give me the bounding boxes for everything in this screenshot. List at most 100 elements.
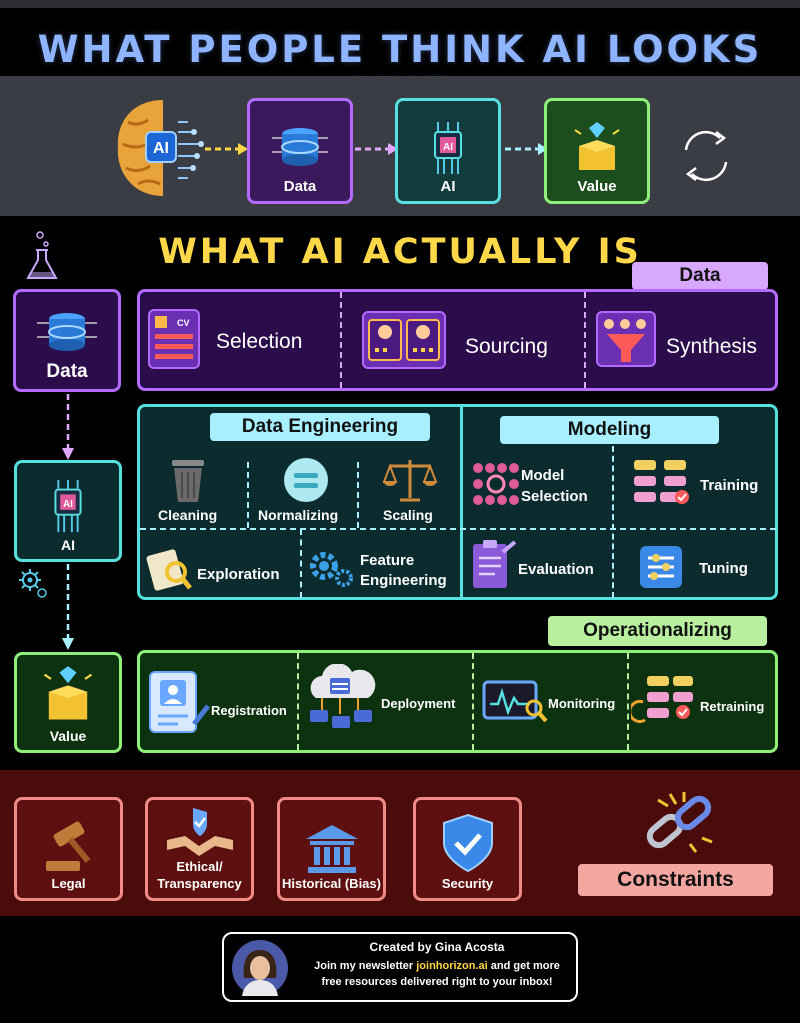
flask-icon xyxy=(26,231,58,279)
data-item-sourcing: Sourcing xyxy=(465,335,548,358)
perception-value-card: Value xyxy=(544,98,650,204)
left-value-card: Value xyxy=(14,652,122,753)
gavel-icon xyxy=(45,821,90,871)
constraint-ethical-card: Ethical/ Transparency xyxy=(145,797,254,901)
constraint-legal-card: Legal xyxy=(14,797,123,901)
workflow-icon xyxy=(634,460,689,504)
eng-item-scaling: Scaling xyxy=(383,507,433,523)
footer-line1-post: and get more xyxy=(487,960,560,972)
treasure-box-icon xyxy=(574,122,620,170)
perception-ai-card: AI AI xyxy=(395,98,501,204)
eng-item-feature-engineering: Feature Engineering xyxy=(360,552,447,589)
funnel-icon xyxy=(596,311,656,367)
cycle-icon xyxy=(684,130,728,182)
footer-line2: free resources delivered right to your i… xyxy=(321,976,553,988)
left-value-label: Value xyxy=(49,728,87,744)
newsletter-link[interactable]: joinhorizon.ai xyxy=(416,960,488,972)
divider xyxy=(340,292,342,388)
model-selection-icon xyxy=(473,463,519,505)
data-item-synthesis: Synthesis xyxy=(666,335,758,358)
divider xyxy=(627,653,629,750)
trash-icon xyxy=(172,460,204,502)
monitor-icon xyxy=(482,680,548,723)
mod-item-evaluation: Evaluation xyxy=(518,561,594,578)
registration-icon xyxy=(149,671,210,733)
treasure-box-icon xyxy=(43,666,93,720)
data-item-selection: Selection xyxy=(216,330,303,353)
constraint-ethical-label: Ethical/ Transparency xyxy=(157,859,242,891)
shield-check-icon xyxy=(442,813,493,873)
ops-item-retraining: Retraining xyxy=(700,699,765,714)
perception-step-value-label: Value xyxy=(577,178,617,195)
perception-step-data-label: Data xyxy=(283,178,317,195)
gears-icon xyxy=(310,552,353,587)
top-strip xyxy=(0,0,800,8)
left-data-label: Data xyxy=(46,361,88,382)
perception-step-ai-label: AI xyxy=(440,178,456,195)
constraint-legal-label: Legal xyxy=(51,876,86,891)
divider xyxy=(140,528,776,530)
museum-icon xyxy=(305,825,358,873)
equals-icon xyxy=(284,458,328,502)
constraint-security-label: Security xyxy=(441,876,494,891)
data-section-tag: Data xyxy=(632,262,768,290)
left-arrow-2 xyxy=(62,564,74,650)
broken-chain-icon xyxy=(646,792,713,853)
eng-item-normalizing: Normalizing xyxy=(258,507,339,523)
divider xyxy=(357,462,359,528)
eng-item-cleaning: Cleaning xyxy=(158,507,218,523)
left-ai-label: AI xyxy=(61,537,75,553)
modeling-tag: Modeling xyxy=(500,416,719,444)
database-icon xyxy=(272,128,328,166)
gear-icon xyxy=(19,569,47,598)
database-icon xyxy=(37,313,97,351)
mod-item-tuning: Tuning xyxy=(699,560,748,577)
divider xyxy=(584,292,586,388)
constraint-security-card: Security xyxy=(413,797,522,901)
mod-item-training: Training xyxy=(700,477,759,494)
sliders-icon xyxy=(640,546,682,588)
perception-data-card: Data xyxy=(247,98,353,204)
footer-created-by: Created by Gina Acosta xyxy=(369,940,505,954)
avatar xyxy=(232,940,288,996)
constraint-historical-card: Historical (Bias) xyxy=(277,797,386,901)
footer-card: Created by Gina Acosta Join my newslette… xyxy=(222,932,578,1002)
ops-item-monitoring: Monitoring xyxy=(548,696,616,711)
svg-text:AI: AI xyxy=(63,499,73,510)
brain-icon: AI xyxy=(108,92,208,204)
divider xyxy=(247,462,249,528)
ops-item-deployment: Deployment xyxy=(381,696,456,711)
ops-item-registration: Registration xyxy=(211,703,287,718)
divider xyxy=(300,529,302,598)
perception-arrows xyxy=(205,143,548,155)
chip-icon: AI xyxy=(54,479,82,533)
footer-line1-pre: Join my newsletter xyxy=(314,960,417,972)
profiles-icon xyxy=(362,311,446,369)
scale-icon xyxy=(382,460,438,502)
brain-badge-text: AI xyxy=(153,140,169,157)
mod-item-model-selection: Model Selection xyxy=(521,467,588,505)
left-arrow-1 xyxy=(62,394,74,460)
data-section-panel xyxy=(137,289,778,391)
divider xyxy=(612,446,614,598)
cloud-deploy-icon xyxy=(310,664,376,728)
retraining-icon xyxy=(631,676,693,723)
constraint-historical-label: Historical (Bias) xyxy=(282,876,381,891)
magnifier-document-icon xyxy=(146,549,192,591)
engineering-tag: Data Engineering xyxy=(210,413,430,441)
svg-text:AI: AI xyxy=(443,142,453,153)
clipboard-icon xyxy=(473,540,517,588)
operational-panel xyxy=(137,650,778,753)
left-ai-card: AI AI xyxy=(14,460,122,562)
divider xyxy=(460,406,463,598)
left-data-card: Data xyxy=(13,289,121,392)
reality-title: WHAT AI ACTUALLY IS xyxy=(158,232,642,272)
divider xyxy=(472,653,474,750)
constraints-tag: Constraints xyxy=(578,864,773,896)
chip-icon: AI xyxy=(434,122,462,174)
cv-icon-text: CV xyxy=(177,318,190,328)
divider xyxy=(297,653,299,750)
handshake-icon xyxy=(166,808,233,856)
eng-item-exploration: Exploration xyxy=(197,566,280,583)
footer-text: Join my newsletter joinhorizon.ai and ge… xyxy=(296,958,578,990)
